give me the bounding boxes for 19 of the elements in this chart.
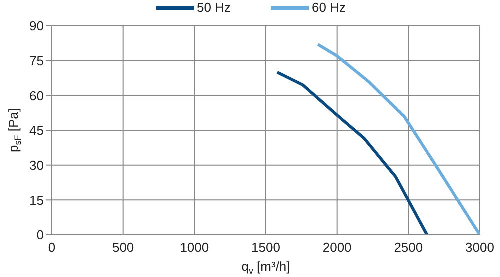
- y-tick-label: 90: [30, 18, 44, 34]
- y-tick-label: 60: [30, 88, 44, 104]
- line-series: [276, 70, 429, 235]
- line-series: [316, 43, 480, 235]
- y-tick-label: 30: [30, 158, 44, 173]
- x-axis-title: q$_{v}$ [m³/h]: [242, 259, 290, 276]
- y-tick-label: 75: [30, 53, 44, 68]
- x-tick-label: 1500: [252, 240, 280, 256]
- y-tick-label: 0: [36, 228, 44, 243]
- x-tick-label: 2000: [322, 240, 352, 256]
- y-tick-label: 45: [30, 123, 44, 138]
- x-tick-label: 0: [48, 240, 56, 256]
- legend-label: 50 Hz: [196, 0, 231, 15]
- y-tick-label: 15: [30, 192, 44, 208]
- x-tick-label: 2500: [394, 240, 424, 256]
- x-tick-label: 3000: [466, 240, 494, 256]
- x-tick-label: 500: [112, 240, 134, 256]
- legend-label: 60 Hz: [311, 0, 346, 15]
- x-tick-label: 1000: [180, 240, 210, 256]
